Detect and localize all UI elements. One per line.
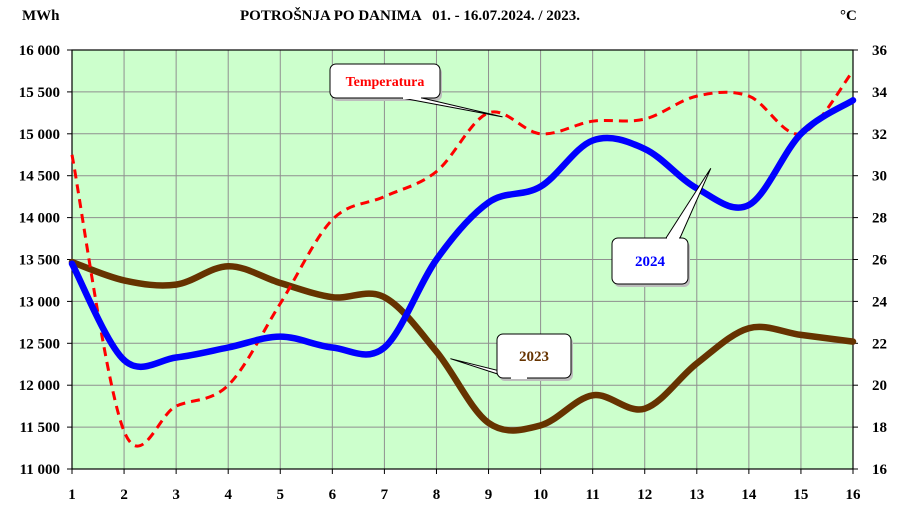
x-tick-label: 8 — [433, 487, 441, 503]
right-unit-label: °C — [840, 8, 857, 24]
callout-box — [496, 333, 572, 379]
x-tick-label: 16 — [846, 487, 862, 503]
right-tick-label: 20 — [872, 378, 887, 394]
x-tick-label: 5 — [277, 487, 285, 503]
x-tick-label: 11 — [586, 487, 600, 503]
callout-label-temperatura: Temperatura — [346, 75, 425, 90]
right-tick-label: 22 — [872, 336, 887, 352]
callout-label-2023: 2023 — [519, 349, 549, 365]
x-tick-label: 6 — [329, 487, 337, 503]
right-tick-label: 28 — [872, 211, 887, 227]
x-tick-label: 3 — [172, 487, 180, 503]
series-line-temperatura — [70, 70, 855, 448]
left-tick-label: 16 000 — [19, 43, 60, 59]
left-tick-label: 12 500 — [19, 336, 60, 352]
right-tick-label: 24 — [872, 294, 888, 310]
left-tick-label: 14 000 — [19, 211, 60, 227]
right-tick-label: 34 — [872, 85, 888, 101]
left-tick-label: 15 000 — [19, 127, 60, 143]
left-unit-label: MWh — [22, 8, 60, 24]
callout-label-2024: 2024 — [635, 254, 666, 270]
x-tick-label: 9 — [485, 487, 493, 503]
x-tick-label: 7 — [381, 487, 389, 503]
x-tick-label: 13 — [689, 487, 704, 503]
left-tick-label: 15 500 — [19, 85, 60, 101]
x-tick-label: 12 — [637, 487, 652, 503]
right-tick-label: 26 — [872, 253, 888, 269]
left-tick-label: 13 000 — [19, 294, 60, 310]
x-tick-label: 10 — [533, 487, 548, 503]
right-tick-label: 30 — [872, 169, 887, 185]
axis-labels: MWh POTROŠNJA PO DANIMA 01. - 16.07.2024… — [22, 7, 857, 24]
left-tick-label: 14 500 — [19, 169, 60, 185]
right-tick-label: 16 — [872, 462, 888, 478]
grid-lines — [72, 50, 853, 469]
callout-box — [329, 63, 441, 99]
series-line-2023 — [68, 258, 857, 434]
x-tick-label: 4 — [224, 487, 232, 503]
chart-title: POTROŠNJA PO DANIMA 01. - 16.07.2024. / … — [240, 7, 580, 24]
right-tick-label: 18 — [872, 420, 887, 436]
left-tick-label: 12 000 — [19, 378, 60, 394]
left-tick-label: 11 000 — [20, 462, 60, 478]
left-tick-label: 11 500 — [20, 420, 60, 436]
x-tick-label: 2 — [120, 487, 128, 503]
x-tick-label: 15 — [793, 487, 808, 503]
right-tick-label: 32 — [872, 127, 887, 143]
series-line-2024 — [68, 97, 857, 371]
callout-box — [611, 237, 689, 285]
x-tick-label: 14 — [741, 487, 757, 503]
left-tick-label: 13 500 — [19, 253, 60, 269]
callouts: Temperatura 2024 2023 — [329, 63, 712, 381]
right-tick-label: 36 — [872, 43, 888, 59]
x-tick-label: 1 — [68, 487, 76, 503]
series-lines — [68, 70, 857, 448]
